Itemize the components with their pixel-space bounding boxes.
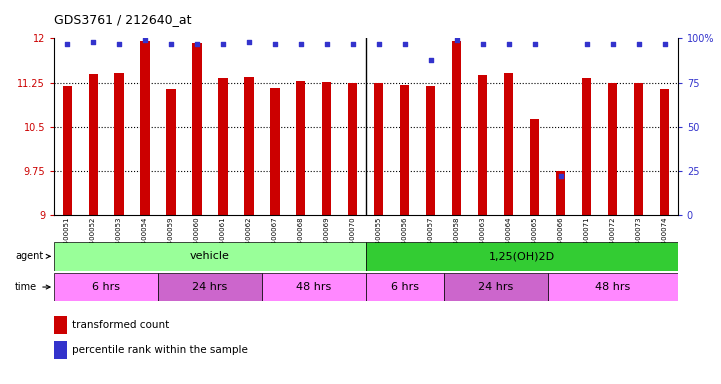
Point xyxy=(581,41,593,47)
Point xyxy=(321,41,332,47)
Point xyxy=(529,41,541,47)
Bar xyxy=(348,83,358,215)
Bar xyxy=(444,273,548,301)
Bar xyxy=(244,77,254,215)
Point xyxy=(503,41,515,47)
Bar xyxy=(270,88,280,215)
Text: 24 hrs: 24 hrs xyxy=(193,282,228,292)
Bar xyxy=(54,273,158,301)
Point xyxy=(607,41,619,47)
Text: vehicle: vehicle xyxy=(190,251,230,262)
Point xyxy=(139,37,151,43)
Point xyxy=(659,41,671,47)
Bar xyxy=(504,73,513,215)
Point xyxy=(477,41,489,47)
Text: transformed count: transformed count xyxy=(72,320,169,330)
Point xyxy=(555,173,567,179)
Bar xyxy=(296,81,306,215)
Text: time: time xyxy=(15,282,50,292)
Text: 24 hrs: 24 hrs xyxy=(478,282,513,292)
Bar xyxy=(530,119,539,215)
Bar xyxy=(583,78,591,215)
Bar xyxy=(478,75,487,215)
Bar xyxy=(660,89,669,215)
Point xyxy=(295,41,306,47)
Point xyxy=(451,37,463,43)
Point xyxy=(347,41,358,47)
Point xyxy=(633,41,645,47)
Bar xyxy=(262,273,366,301)
Point xyxy=(373,41,385,47)
Bar xyxy=(54,242,366,271)
Bar xyxy=(167,89,175,215)
Point xyxy=(217,41,229,47)
Bar xyxy=(63,86,71,215)
Bar xyxy=(452,41,461,215)
Bar xyxy=(115,73,123,215)
Point xyxy=(165,41,177,47)
Point xyxy=(269,41,280,47)
Point xyxy=(191,41,203,47)
Text: GDS3761 / 212640_at: GDS3761 / 212640_at xyxy=(54,13,192,26)
Bar xyxy=(400,85,410,215)
Point xyxy=(243,39,255,45)
Bar xyxy=(548,273,678,301)
Text: 48 hrs: 48 hrs xyxy=(595,282,630,292)
Bar xyxy=(426,86,435,215)
Bar xyxy=(557,171,565,215)
Bar xyxy=(374,83,384,215)
Bar xyxy=(218,78,228,215)
Bar xyxy=(141,41,149,215)
Text: 48 hrs: 48 hrs xyxy=(296,282,332,292)
Text: percentile rank within the sample: percentile rank within the sample xyxy=(72,345,248,355)
Bar xyxy=(89,74,97,215)
Point xyxy=(113,41,125,47)
Bar xyxy=(322,82,332,215)
Point xyxy=(61,41,73,47)
Point xyxy=(87,39,99,45)
Point xyxy=(399,41,411,47)
Text: agent: agent xyxy=(15,251,50,262)
Bar xyxy=(366,273,444,301)
Text: 1,25(OH)2D: 1,25(OH)2D xyxy=(489,251,555,262)
Bar xyxy=(366,242,678,271)
Bar xyxy=(609,83,617,215)
Text: 6 hrs: 6 hrs xyxy=(92,282,120,292)
Bar xyxy=(158,273,262,301)
Bar xyxy=(634,83,643,215)
Point xyxy=(425,56,437,63)
Text: 6 hrs: 6 hrs xyxy=(391,282,419,292)
Bar xyxy=(193,43,202,215)
